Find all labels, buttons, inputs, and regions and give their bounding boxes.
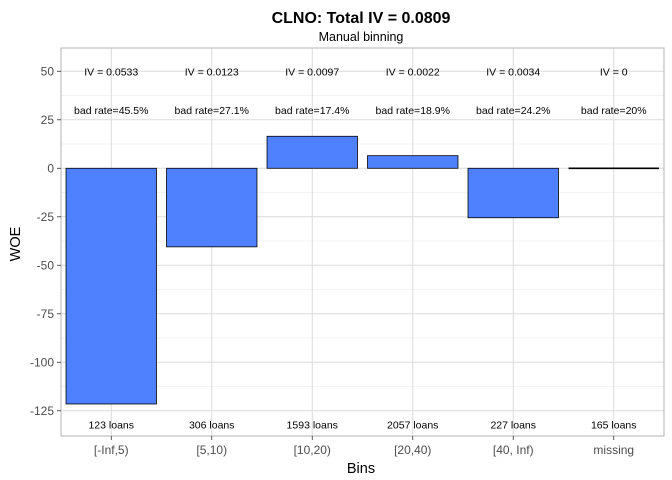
bad-rate-label: bad rate=17.4% (275, 105, 349, 117)
bar (166, 167, 258, 248)
chart-title: CLNO: Total IV = 0.0809 (272, 10, 451, 27)
loan-count-label: 123 loans (88, 419, 134, 431)
x-tick-label: [10,20) (294, 443, 331, 457)
bad-rate-label: bad rate=18.9% (376, 105, 450, 117)
loan-count-label: 227 loans (490, 419, 536, 431)
x-tick-label: [5,10) (196, 443, 227, 457)
y-tick-label: -50 (37, 258, 55, 272)
y-tick-label: 0 (47, 161, 54, 175)
bar (65, 167, 157, 405)
x-axis: [-Inf,5) [5,10) [10,20) [20,40) [40, Inf) mis… (94, 436, 634, 457)
y-tick-label: -125 (30, 404, 54, 418)
chart-subtitle: Manual binning (319, 30, 404, 44)
loan-count-label: 165 loans (591, 419, 637, 431)
bar (367, 155, 459, 169)
y-axis-title: WOE (8, 226, 24, 261)
gridlines (61, 48, 664, 436)
y-axis: -125 -100 -75 -50 -25 0 25 50 (30, 64, 61, 418)
x-tick-label: [-Inf,5) (94, 443, 129, 457)
iv-label: IV = 0.0123 (185, 66, 239, 78)
x-tick-label: missing (593, 443, 634, 457)
iv-label: IV = 0.0097 (285, 66, 339, 78)
bar-annotations: IV = 0.0533 IV = 0.0123 IV = 0.0097 IV = 0.… (74, 66, 647, 431)
bar (467, 167, 559, 219)
loan-count-label: 2057 loans (387, 419, 438, 431)
iv-label: IV = 0.0022 (386, 66, 440, 78)
bad-rate-label: bad rate=20% (581, 105, 647, 117)
y-tick-label: 50 (41, 64, 55, 78)
bad-rate-label: bad rate=27.1% (175, 105, 249, 117)
y-tick-label: -25 (37, 210, 55, 224)
loan-count-label: 306 loans (189, 419, 235, 431)
iv-label: IV = 0.0533 (84, 66, 138, 78)
loan-count-label: 1593 loans (287, 419, 338, 431)
x-tick-label: [20,40) (394, 443, 431, 457)
iv-label: IV = 0 (600, 66, 628, 78)
bar (266, 135, 358, 169)
x-axis-title: Bins (347, 461, 375, 477)
y-tick-label: 25 (41, 113, 55, 127)
y-tick-label: -75 (37, 307, 55, 321)
bars (65, 135, 659, 405)
panel-border (60, 47, 665, 437)
bad-rate-label: bad rate=24.2% (476, 105, 550, 117)
bad-rate-label: bad rate=45.5% (74, 105, 148, 117)
y-tick-label: -100 (30, 355, 54, 369)
iv-label: IV = 0.0034 (486, 66, 540, 78)
x-tick-label: [40, Inf) (493, 443, 534, 457)
